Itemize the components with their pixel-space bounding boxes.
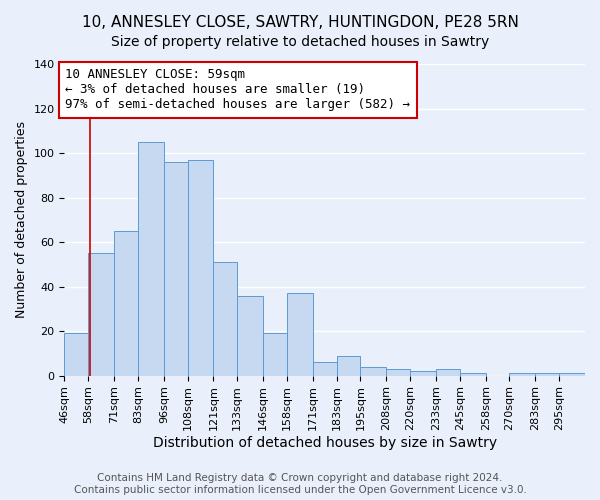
Bar	[410, 372, 436, 376]
Bar	[386, 369, 410, 376]
Bar	[237, 296, 263, 376]
Text: 10 ANNESLEY CLOSE: 59sqm
← 3% of detached houses are smaller (19)
97% of semi-de: 10 ANNESLEY CLOSE: 59sqm ← 3% of detache…	[65, 68, 410, 112]
Bar	[535, 374, 559, 376]
Bar	[64, 334, 88, 376]
Text: Size of property relative to detached houses in Sawtry: Size of property relative to detached ho…	[111, 35, 489, 49]
Bar	[509, 374, 535, 376]
Bar	[263, 334, 287, 376]
Text: 10, ANNESLEY CLOSE, SAWTRY, HUNTINGDON, PE28 5RN: 10, ANNESLEY CLOSE, SAWTRY, HUNTINGDON, …	[82, 15, 518, 30]
Text: Contains HM Land Registry data © Crown copyright and database right 2024.
Contai: Contains HM Land Registry data © Crown c…	[74, 474, 526, 495]
Bar	[361, 367, 386, 376]
Bar	[138, 142, 164, 376]
Bar	[436, 369, 460, 376]
Y-axis label: Number of detached properties: Number of detached properties	[15, 122, 28, 318]
Bar	[114, 231, 138, 376]
Bar	[460, 374, 485, 376]
Bar	[164, 162, 188, 376]
X-axis label: Distribution of detached houses by size in Sawtry: Distribution of detached houses by size …	[152, 436, 497, 450]
Bar	[313, 362, 337, 376]
Bar	[188, 160, 214, 376]
Bar	[214, 262, 237, 376]
Bar	[88, 254, 114, 376]
Bar	[337, 356, 361, 376]
Bar	[559, 374, 585, 376]
Bar	[287, 294, 313, 376]
